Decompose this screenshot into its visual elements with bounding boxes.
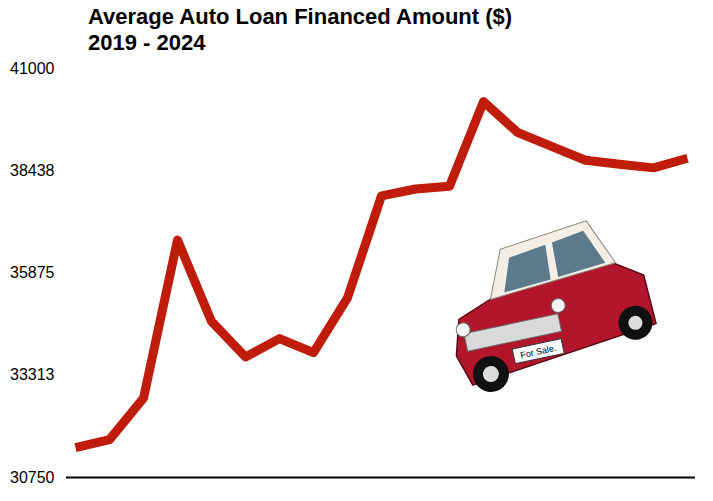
svg-text:41000: 41000	[10, 60, 55, 77]
html-text:2019 - 2024: 2019 - 2024	[88, 30, 206, 55]
svg-text:35875: 35875	[10, 264, 55, 281]
svg-text:30750: 30750	[10, 469, 55, 486]
html-text:Average Auto Loan Financed Amo: Average Auto Loan Financed Amount ($)	[88, 4, 513, 29]
svg-text:For Sale.: For Sale.	[519, 343, 557, 360]
svg-text:33313: 33313	[10, 366, 55, 383]
svg-text:38438: 38438	[10, 162, 55, 179]
